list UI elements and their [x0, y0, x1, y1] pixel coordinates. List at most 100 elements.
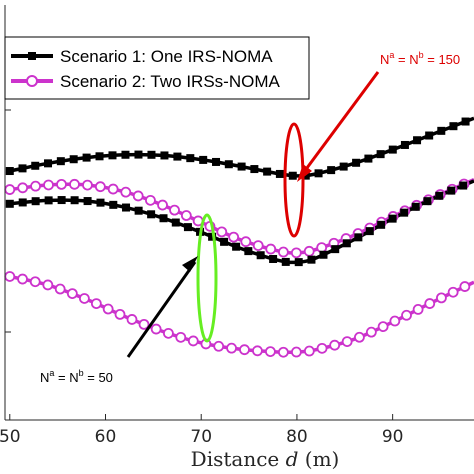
- series-marker: [4, 184, 16, 195]
- series-marker: [224, 160, 233, 169]
- series-marker: [134, 150, 143, 159]
- series-marker: [301, 171, 310, 180]
- annotation-150-sup1: a: [389, 50, 394, 60]
- series-marker: [400, 208, 409, 217]
- annotations: Na = Nb = 150 Na = Nb = 50: [40, 50, 460, 385]
- series-marker: [364, 154, 373, 163]
- series-marker: [216, 226, 228, 238]
- series-marker: [56, 178, 67, 190]
- series-marker: [159, 214, 168, 223]
- series-marker: [459, 181, 468, 190]
- series-marker: [400, 140, 409, 149]
- series-marker: [70, 196, 79, 205]
- series-marker: [365, 326, 377, 338]
- x-tick-label: 50: [0, 427, 21, 447]
- series-marker: [303, 345, 315, 357]
- series-marker: [244, 247, 253, 256]
- series-marker: [307, 255, 316, 264]
- series-marker: [436, 292, 447, 304]
- series-marker: [389, 315, 401, 327]
- series-marker: [278, 246, 289, 258]
- series-marker: [31, 197, 40, 206]
- legend-label-1: Scenario 1: One IRS-NOMA: [60, 47, 273, 66]
- series-marker: [56, 157, 65, 166]
- series-marker: [327, 166, 336, 175]
- series-marker: [212, 157, 221, 166]
- x-axis-label-text: Distance: [191, 447, 280, 471]
- series-marker: [17, 182, 29, 194]
- series-marker: [147, 210, 156, 219]
- series-marker: [435, 191, 444, 200]
- series-marker: [232, 242, 241, 251]
- series-marker: [183, 223, 192, 232]
- annotation-150-sup2: b: [419, 50, 424, 60]
- series-marker: [4, 271, 16, 282]
- annotation-50-value: = 50: [84, 370, 113, 385]
- series-marker: [290, 247, 302, 259]
- legend-marker-2: [26, 75, 38, 87]
- series-marker: [239, 344, 250, 356]
- series-marker: [277, 346, 289, 358]
- annotation-ellipse-50: [196, 213, 218, 343]
- series-marker: [82, 179, 93, 191]
- series-marker: [54, 283, 66, 295]
- series-marker: [114, 308, 126, 320]
- series-marker: [290, 346, 302, 358]
- x-tick-label: 80: [286, 427, 308, 447]
- series-marker: [447, 186, 456, 195]
- series-marker: [226, 342, 237, 354]
- series-marker: [412, 303, 424, 315]
- series-marker: [388, 214, 397, 223]
- series-marker: [29, 276, 41, 288]
- series-marker: [109, 200, 118, 209]
- series-marker: [180, 210, 192, 221]
- annotation-arrowhead-150: [297, 164, 312, 182]
- series-marker: [354, 331, 365, 343]
- series-marker: [120, 186, 132, 198]
- legend-label-2: Scenario 2: Two IRSs-NOMA: [60, 72, 280, 91]
- series-marker: [150, 323, 162, 335]
- annotation-50-n: N: [40, 370, 49, 385]
- series-marker: [294, 258, 303, 267]
- series-marker: [240, 236, 252, 248]
- annotation-arrow-50: [126, 261, 197, 358]
- series-marker: [108, 151, 117, 160]
- series-marker: [171, 218, 180, 227]
- series-marker: [107, 183, 119, 195]
- series-marker: [275, 169, 284, 178]
- x-tick-label: 70: [190, 427, 212, 447]
- series-marker: [160, 151, 169, 160]
- annotation-150-eq: = N: [394, 52, 418, 67]
- series-marker: [365, 227, 374, 236]
- series-marker: [281, 257, 290, 266]
- series-marker: [263, 167, 272, 176]
- series-marker: [69, 178, 80, 190]
- series-marker: [30, 180, 41, 192]
- x-tick-label: 90: [382, 427, 404, 447]
- series-marker: [79, 293, 90, 304]
- series-marker: [44, 196, 53, 205]
- series-marker: [252, 345, 263, 357]
- legend-marker-1: [28, 52, 36, 60]
- annotation-ellipse-150: [283, 122, 305, 238]
- annotation-150-n: N: [380, 52, 389, 67]
- series-marker: [220, 237, 229, 246]
- x-axis-label-var: d: [286, 447, 299, 471]
- series-marker: [256, 251, 265, 260]
- series-marker: [288, 171, 297, 180]
- annotation-50-sup2: b: [79, 368, 84, 378]
- x-ticks: 50 60 70 80 90: [0, 414, 403, 447]
- series-marker: [187, 335, 199, 347]
- series-marker: [376, 150, 385, 159]
- legend: Scenario 1: One IRS-NOMA Scenario 2: Two…: [4, 36, 310, 100]
- series-marker: [42, 279, 54, 291]
- series-marker: [331, 245, 340, 254]
- series-marker: [96, 198, 105, 207]
- series-marker: [18, 198, 27, 207]
- series-marker: [316, 342, 328, 354]
- annotation-150-value: = 150: [424, 52, 461, 67]
- series-marker: [147, 150, 156, 159]
- annotation-50-sup1: a: [49, 368, 54, 378]
- series-marker: [66, 288, 78, 300]
